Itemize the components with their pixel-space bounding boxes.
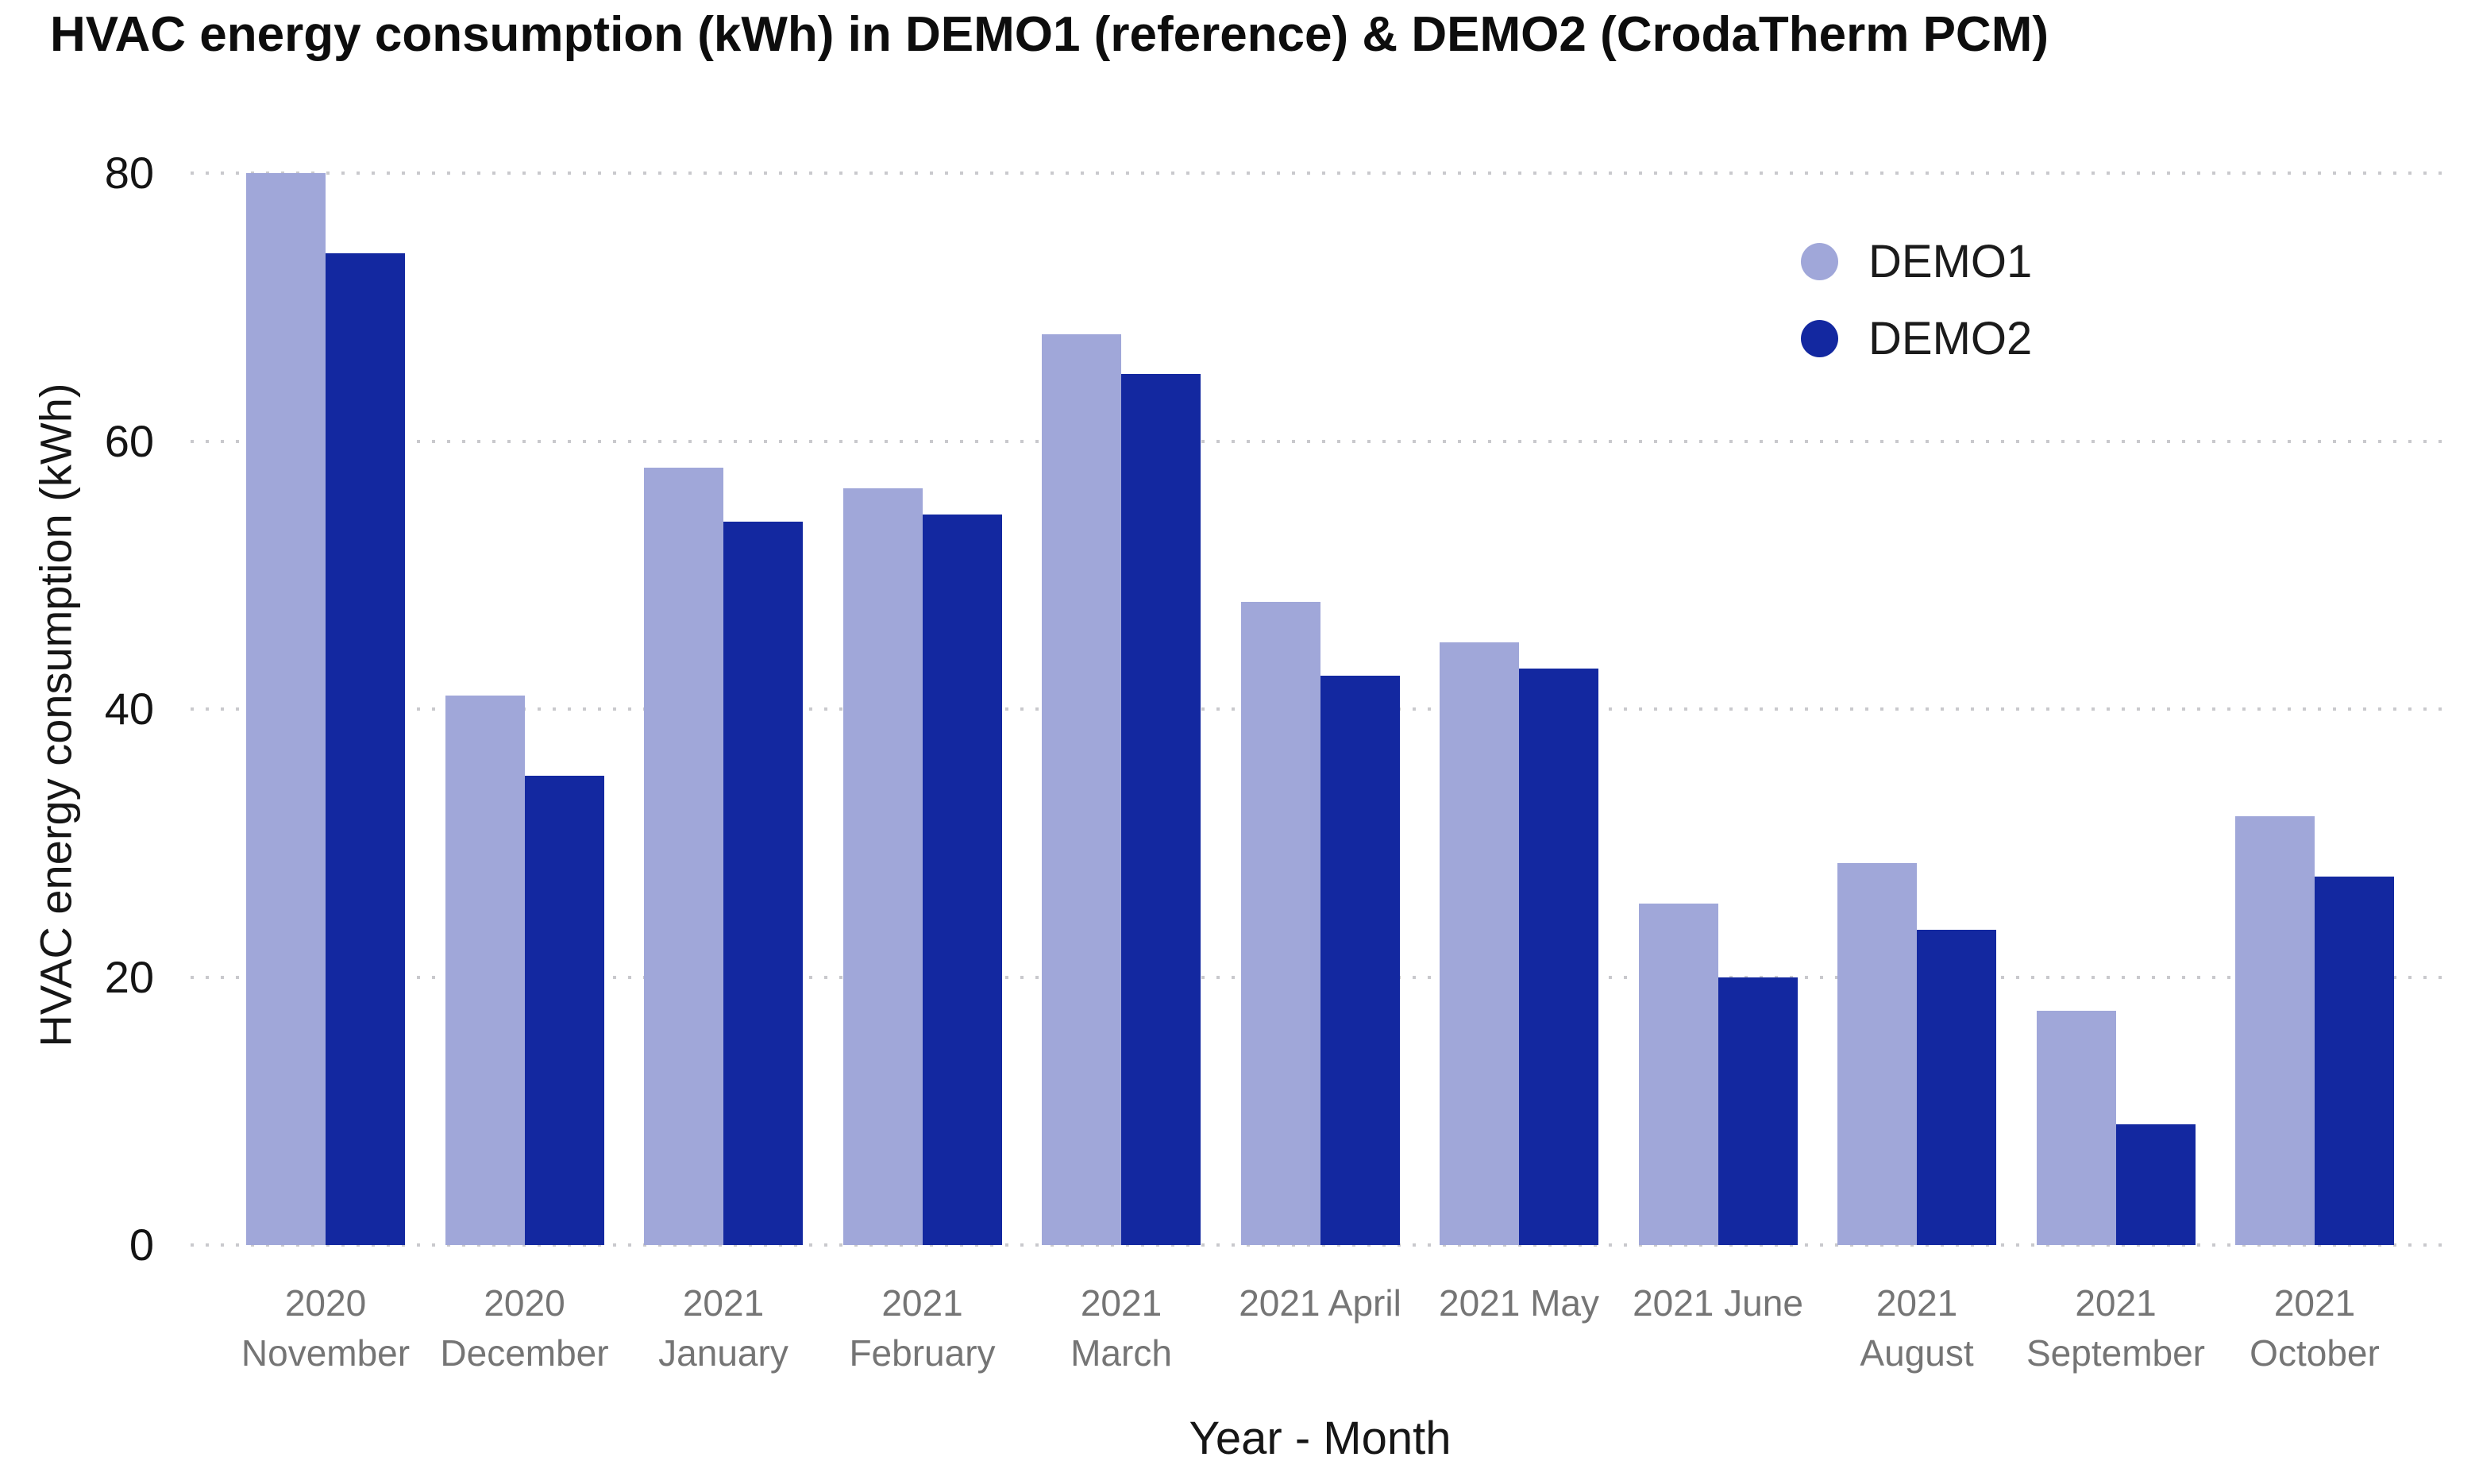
y-tick-label-20: 20 (104, 951, 154, 1002)
bar-demo1-2021-april (1240, 602, 1320, 1245)
legend-item-demo2: DEMO2 (1801, 312, 2032, 365)
bar-group-2021-october: 2021 October (2235, 173, 2394, 1374)
x-tick-label-line: 2020 (484, 1282, 565, 1324)
bar-demo1-2021-october (2235, 816, 2315, 1245)
gridline-80 (191, 172, 2450, 175)
x-tick-label-2021-september: 2021 September (1989, 1278, 2243, 1379)
x-tick-label-line: 2021 June (1633, 1282, 1803, 1324)
bar-pair-2021-april (1240, 173, 1400, 1245)
x-tick-label-2020-december: 2020 December (398, 1278, 652, 1379)
x-tick-label-line: 2021 (682, 1282, 765, 1324)
x-tick-label-line: 2020 (284, 1282, 367, 1324)
bar-demo1-2021-june (1638, 903, 1718, 1245)
x-tick-label-2021-april: 2021 April (1193, 1278, 1448, 1328)
bar-demo2-2021-june (1718, 977, 1798, 1245)
x-tick-label-2021-october: 2021 October (2188, 1278, 2442, 1379)
x-tick-label-2021-june: 2021 June (1591, 1278, 1845, 1328)
bar-pair-2021-march (1042, 173, 1201, 1245)
bar-demo1-2021-september (2036, 1010, 2116, 1245)
x-tick-label-line: 2021 (2273, 1282, 2356, 1324)
bar-demo1-2021-august (1837, 863, 1917, 1245)
bar-group-2021-june: 2021 June (1633, 173, 1803, 1324)
bar-pair-2021-june (1638, 173, 1798, 1245)
bar-group-2021-march: 2021 March (1042, 173, 1201, 1374)
bar-pair-2021-may (1440, 173, 1598, 1245)
bar-demo2-2021-october (2315, 876, 2394, 1245)
x-tick-label-line: October (2250, 1332, 2380, 1374)
bar-demo2-2021-may (1519, 669, 1598, 1245)
bar-group-2021-august: 2021 August (1837, 173, 1996, 1374)
y-tick-label-0: 0 (129, 1220, 154, 1270)
bar-pair-2021-january (644, 173, 803, 1245)
bar-demo1-2021-january (644, 468, 723, 1245)
x-tick-label-line: 2021 (1876, 1282, 1958, 1324)
x-tick-label-line: September (2026, 1332, 2205, 1374)
bar-demo1-2021-march (1042, 333, 1121, 1245)
bar-demo2-2021-march (1121, 374, 1201, 1245)
bar-group-2021-february: 2021 February (842, 173, 1002, 1374)
gridline-0 (191, 1243, 2450, 1247)
chart-title: HVAC energy consumption (kWh) in DEMO1 (… (50, 7, 2049, 62)
x-tick-label-line: March (1070, 1332, 1172, 1374)
x-tick-label-2021-march: 2021 March (994, 1278, 1248, 1379)
x-tick-label-line: 2021 May (1438, 1282, 1599, 1324)
legend-item-demo1: DEMO1 (1801, 235, 2032, 288)
bar-demo2-2021-august (1917, 930, 1996, 1245)
x-tick-label-line: 2021 (2075, 1282, 2157, 1324)
bar-group-2020-december: 2020 December (440, 173, 609, 1374)
bar-demo2-2021-february (922, 515, 1002, 1245)
bar-demo1-2021-february (842, 488, 923, 1245)
bar-demo2-2020-december (524, 776, 604, 1245)
x-tick-label-line: December (440, 1332, 609, 1374)
x-tick-label-line: August (1860, 1332, 1974, 1374)
x-axis-title: Year - Month (1189, 1413, 1452, 1464)
bar-demo2-2020-november (326, 253, 405, 1245)
y-tick-label-40: 40 (104, 684, 154, 734)
x-tick-label-line: November (241, 1332, 411, 1374)
x-tick-label-line: 2021 (1080, 1282, 1162, 1324)
x-tick-label-2020-november: 2020 November (199, 1278, 453, 1379)
legend-color-dot-demo1 (1801, 243, 1838, 280)
x-tick-label-2021-january: 2021 January (596, 1278, 850, 1379)
bar-group-2021-september: 2021 September (2026, 173, 2205, 1374)
bar-pair-2020-december (445, 173, 604, 1245)
bar-group-2021-april: 2021 April (1239, 173, 1401, 1324)
bar-demo1-2020-november (246, 173, 326, 1245)
x-tick-label-line: 2021 April (1239, 1282, 1401, 1324)
bar-demo1-2021-may (1440, 642, 1519, 1245)
y-tick-label-60: 60 (104, 415, 154, 466)
bar-demo2-2021-january (723, 521, 803, 1245)
gridline-60 (191, 439, 2450, 443)
x-tick-label-2021-february: 2021 February (796, 1278, 1050, 1379)
y-tick-label-80: 80 (104, 148, 154, 198)
bar-demo2-2021-september (2115, 1124, 2196, 1245)
bar-group-2021-january: 2021 January (644, 173, 803, 1374)
bar-pair-2021-february (842, 173, 1002, 1245)
x-tick-label-2021-may: 2021 May (1392, 1278, 1646, 1328)
bar-pair-2021-august (1837, 173, 1996, 1245)
x-tick-label-line: January (658, 1332, 788, 1374)
legend: DEMO1 DEMO2 (1801, 235, 2032, 365)
bar-demo2-2021-april (1320, 675, 1400, 1245)
bar-group-2021-may: 2021 May (1439, 173, 1599, 1324)
legend-label-demo1: DEMO1 (1868, 236, 2033, 287)
x-tick-label-line: February (849, 1332, 996, 1374)
x-tick-label-line: 2021 (881, 1282, 963, 1324)
bar-group-2020-november: 2020 November (241, 173, 410, 1374)
legend-color-dot-demo2 (1801, 320, 1838, 357)
plot-area: 2020 November 2020 December 2021 January 2021 F… (191, 172, 2450, 1374)
bar-pair-2021-september (2036, 173, 2196, 1245)
bar-demo1-2020-december (445, 696, 525, 1245)
legend-label-demo2: DEMO2 (1868, 313, 2033, 364)
bar-groups-layer: 2020 November 2020 December 2021 January 2021 F… (191, 173, 2450, 1374)
x-tick-label-2021-august: 2021 August (1790, 1278, 2044, 1379)
bar-pair-2021-october (2235, 173, 2394, 1245)
bar-pair-2020-november (246, 173, 405, 1245)
